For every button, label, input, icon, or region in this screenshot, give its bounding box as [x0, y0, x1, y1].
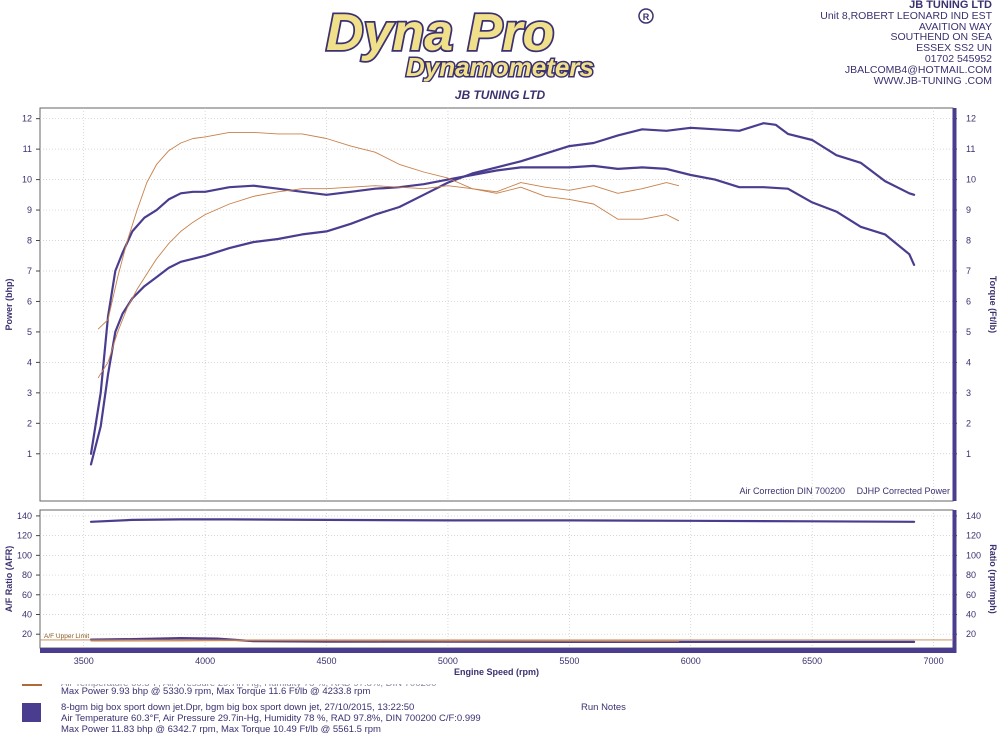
y-tick-label-right: 5 [966, 327, 971, 337]
y-axis-label-left: Power (bhp) [4, 279, 14, 331]
y-axis-label-left: A/F Ratio (AFR) [4, 546, 14, 613]
series-line-blue-0 [89, 518, 916, 523]
run2-swatch [22, 703, 41, 722]
company-line: JBALCOMB4@HOTMAIL.COM [844, 63, 992, 76]
run2-file: 8-bgm big box sport down jet.Dpr, bgm bi… [61, 702, 415, 713]
series-line-orange-3 [97, 131, 680, 330]
company-info: JB TUNING LTD Unit 8,ROBERT LEONARD IND … [820, 0, 992, 86]
x-tick-label: 7000 [924, 656, 944, 666]
y-tick-label-left: 140 [17, 511, 32, 521]
logo-tagline: Dynamometers [406, 52, 594, 82]
run-notes-label: Run Notes [581, 702, 626, 713]
y-tick-label-right: 9 [966, 205, 971, 215]
x-tick-label: 5500 [559, 656, 579, 666]
y-tick-label-right: 120 [966, 531, 981, 541]
y-tick-label-left: 40 [22, 609, 32, 619]
right-axis-bar [952, 510, 957, 648]
series-line-orange-2 [97, 182, 680, 379]
y-tick-label-left: 80 [22, 570, 32, 580]
y-tick-label-left: 10 [22, 175, 32, 185]
x-tick-label: 4500 [317, 656, 337, 666]
y-tick-label-left: 9 [27, 205, 32, 215]
y-tick-label-right: 1 [966, 449, 971, 459]
y-tick-label-left: 60 [22, 590, 32, 600]
y-tick-label-right: 40 [966, 609, 976, 619]
y-tick-label-right: 4 [966, 357, 971, 367]
chart-title: JB TUNING LTD [454, 88, 546, 102]
y-tick-label-right: 12 [966, 114, 976, 124]
dynapro-logo: Dyna Pro Dynamometers R [324, 4, 654, 82]
run1-swatch [22, 684, 42, 686]
y-tick-label-left: 7 [27, 266, 32, 276]
x-tick-label: 3500 [74, 656, 94, 666]
y-tick-label-right: 100 [966, 550, 981, 560]
x-tick-label: 4000 [195, 656, 215, 666]
x-axis-label: Engine Speed (rpm) [454, 667, 539, 677]
afr-upper-limit-label: A/F Upper Limit [44, 633, 89, 640]
y-tick-label-right: 10 [966, 175, 976, 185]
series-line-orange-2 [90, 640, 680, 642]
y-tick-label-left: 3 [27, 388, 32, 398]
company-line: ESSEX SS2 UN [916, 42, 992, 55]
company-line: Unit 8,ROBERT LEONARD IND EST [820, 9, 992, 22]
plot-area [39, 107, 954, 502]
x-tick-label: 6000 [681, 656, 701, 666]
y-tick-label-left: 1 [27, 449, 32, 459]
y-tick-label-right: 8 [966, 236, 971, 246]
x-tick-label: 6500 [802, 656, 822, 666]
y-tick-label-left: 5 [27, 327, 32, 337]
company-line: 01702 545952 [924, 52, 992, 65]
run2-max-values: Max Power 11.83 bhp @ 6342.7 rpm, Max To… [61, 724, 381, 735]
run1-conditions: Air Temperature 60.3°F, Air Pressure 29.… [61, 678, 437, 689]
logo-brand: Dyna Pro [326, 4, 554, 62]
right-axis-bar [952, 108, 957, 501]
company-name: JB TUNING LTD [909, 0, 992, 11]
y-tick-label-right: 3 [966, 388, 971, 398]
y-tick-label-right: 7 [966, 266, 971, 276]
y-tick-label-left: 2 [27, 418, 32, 428]
y-tick-label-left: 20 [22, 629, 32, 639]
y-tick-label-left: 100 [17, 550, 32, 560]
x-axis-bar [40, 648, 957, 653]
y-tick-label-right: 2 [966, 418, 971, 428]
y-axis-label-right: Ratio (rpm/mph) [988, 544, 998, 614]
y-axis-label-right: Torque (Ft/lb) [988, 276, 998, 333]
company-line: WWW.JB-TUNING .COM [873, 74, 992, 87]
y-tick-label-left: 4 [27, 357, 32, 367]
series-line-blue-1 [89, 636, 916, 644]
company-line: AVAITION WAY [918, 20, 992, 33]
series-line-blue-1 [89, 164, 916, 455]
series-line-blue-0 [89, 122, 916, 466]
corrected-power-note: DJHP Corrected Power [857, 486, 950, 496]
y-tick-label-left: 120 [17, 531, 32, 541]
y-tick-label-left: 12 [22, 114, 32, 124]
run1-max-values: Max Power 9.93 bhp @ 5330.9 rpm, Max Tor… [61, 686, 371, 697]
company-line: SOUTHEND ON SEA [890, 31, 992, 44]
y-tick-label-left: 8 [27, 236, 32, 246]
registered-mark: R [643, 12, 650, 22]
y-tick-label-right: 11 [966, 144, 975, 154]
y-tick-label-left: 6 [27, 296, 32, 306]
y-tick-label-right: 140 [966, 511, 981, 521]
y-tick-label-right: 20 [966, 629, 976, 639]
plot-area [39, 509, 954, 649]
air-correction-note: Air Correction DIN 700200 [739, 486, 845, 496]
y-tick-label-right: 80 [966, 570, 976, 580]
y-tick-label-right: 60 [966, 590, 976, 600]
y-tick-label-left: 11 [23, 144, 32, 154]
run2-conditions: Air Temperature 60.3°F, Air Pressure 29.… [61, 713, 481, 724]
x-tick-label: 5000 [438, 656, 458, 666]
y-tick-label-right: 6 [966, 296, 971, 306]
